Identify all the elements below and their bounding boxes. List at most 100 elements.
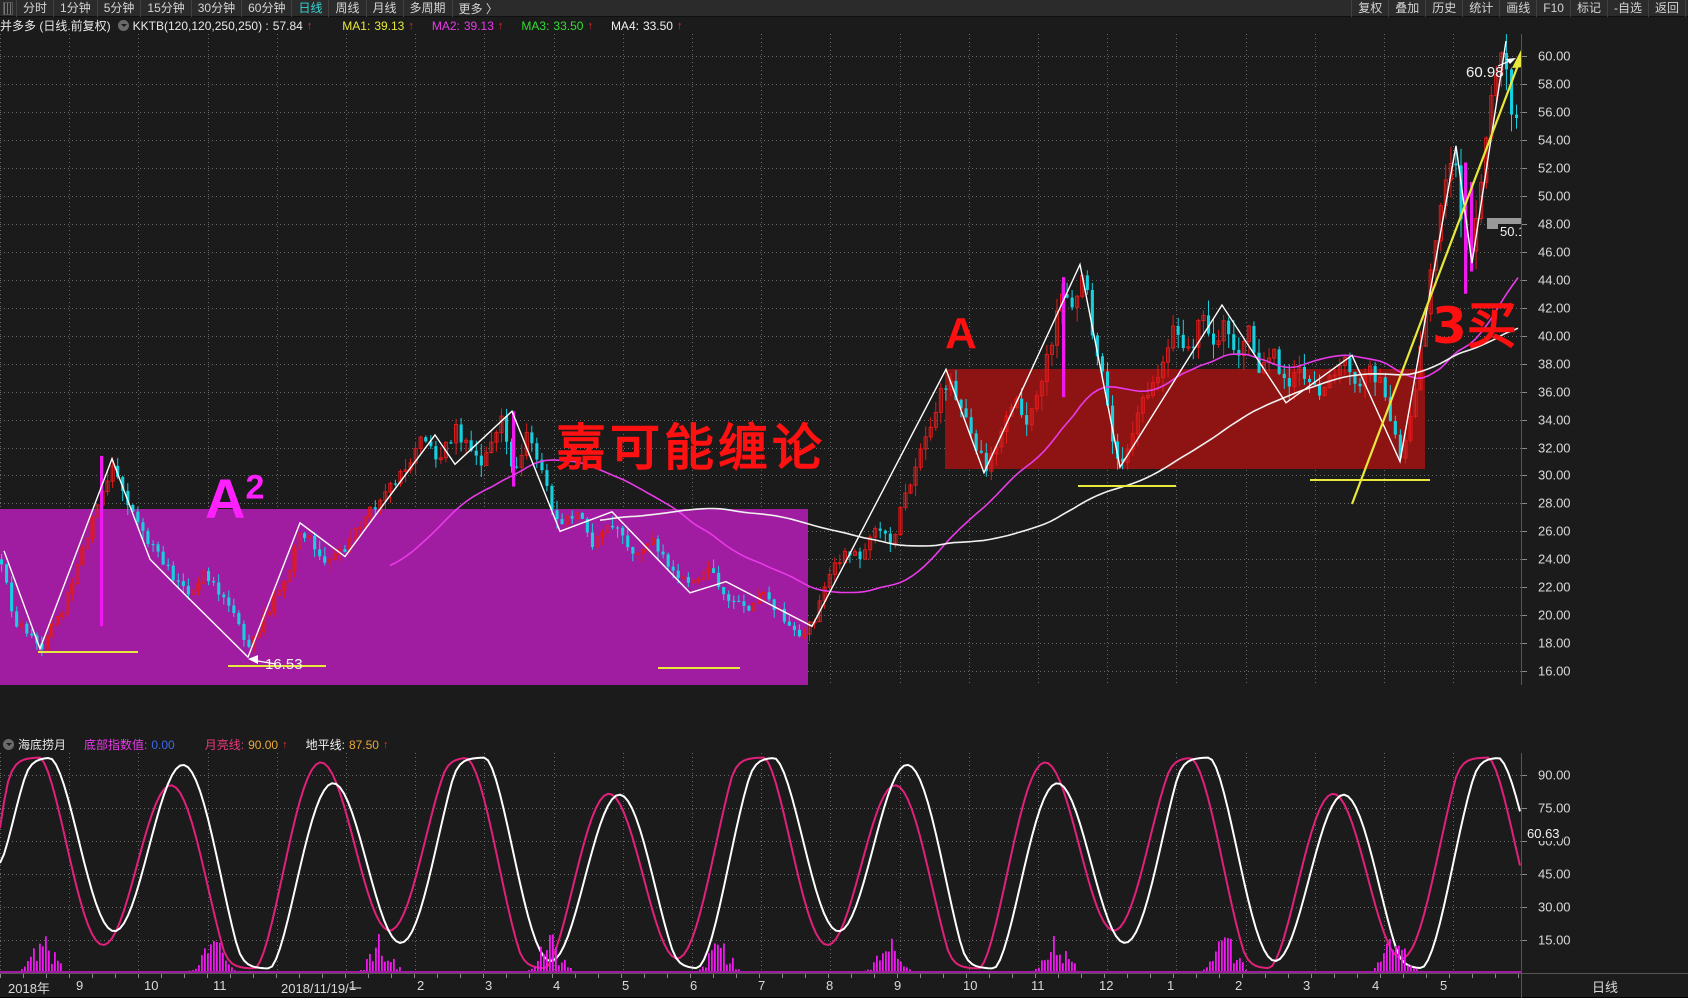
axis-tick — [1518, 974, 1519, 978]
tb-30min[interactable]: 30分钟 — [192, 0, 243, 17]
price-axis-label: 24.00 — [1538, 551, 1571, 567]
play-circle-icon[interactable] — [3, 739, 14, 750]
ma4-value: 33.50 — [642, 18, 673, 33]
tb-fenshi[interactable]: 分时 — [16, 0, 55, 17]
drag-grip-icon[interactable] — [3, 1, 13, 15]
ma3-label: MA3: — [521, 18, 550, 33]
time-axis-label: 5 — [622, 978, 630, 993]
price-axis-label: 40.00 — [1538, 328, 1571, 344]
grid-line — [0, 391, 1521, 393]
time-axis-label: 6 — [690, 978, 698, 993]
axis-tick — [276, 974, 277, 978]
indicator-axis-label: 45.00 — [1538, 866, 1571, 882]
tb-f10[interactable]: F10 — [1537, 0, 1571, 17]
grid-line — [0, 940, 1521, 941]
axis-tick — [506, 974, 507, 978]
price-axis-label: 16.00 — [1538, 663, 1571, 679]
indicator-chart-pane[interactable] — [0, 753, 1521, 973]
grid-line — [346, 34, 347, 685]
axis-tick — [46, 974, 47, 978]
axis-tick — [575, 974, 576, 978]
axis-tick — [0, 974, 1, 978]
axis-tick — [1522, 643, 1527, 645]
tb-1min[interactable]: 1分钟 — [54, 0, 98, 17]
indicator-formula[interactable]: KKTB(120,120,250,250) : — [132, 18, 269, 33]
tb-more[interactable]: 更多 〉 — [458, 1, 498, 16]
grid-line — [1038, 753, 1039, 973]
tb-multi-period[interactable]: 多周期 — [404, 0, 453, 17]
axis-tick — [1472, 974, 1473, 978]
grid-line — [0, 140, 1521, 142]
axis-tick — [184, 974, 185, 978]
horizon-line-value: 87.50 — [348, 737, 379, 752]
grid-line — [208, 34, 209, 685]
axis-tick — [1380, 974, 1381, 978]
tb-5min[interactable]: 5分钟 — [98, 0, 142, 17]
chevron-down-circle-icon[interactable] — [117, 20, 129, 31]
price-axis-label: 46.00 — [1538, 244, 1571, 260]
tb-statistics[interactable]: 统计 — [1463, 0, 1501, 17]
axis-tick — [782, 974, 783, 978]
bottom-index-value: 0.00 — [151, 737, 175, 752]
price-axis-label: 44.00 — [1538, 272, 1571, 288]
time-axis-label: 11 — [1031, 978, 1045, 993]
axis-tick — [1403, 974, 1404, 978]
axis-tick — [989, 974, 990, 978]
grid-line — [69, 34, 70, 685]
grid-line — [1246, 34, 1247, 685]
grid-line — [1315, 753, 1316, 973]
price-axis-label: 38.00 — [1538, 356, 1571, 372]
axis-tick — [1522, 251, 1527, 253]
indicator-name[interactable]: 海底捞月 — [18, 738, 67, 752]
toolbar-left-group: 分时 1分钟 5分钟 15分钟 30分钟 60分钟 日线 周线 月线 多周期 更… — [0, 0, 504, 17]
indicator-axis[interactable]: 90.00 75.00 60.00 45.00 30.00 15.00 — [1521, 753, 1688, 973]
axis-tick — [1522, 391, 1527, 393]
grid-line — [0, 874, 1521, 875]
indicator-arrow-icon: ↑ — [306, 19, 313, 32]
grid-line — [692, 34, 693, 685]
axis-tick — [690, 974, 691, 978]
tb-15min[interactable]: 15分钟 — [141, 0, 192, 17]
axis-tick — [391, 974, 392, 978]
time-axis-label: 3 — [485, 978, 493, 993]
axis-tick — [1265, 974, 1266, 978]
time-axis-label: 10 — [963, 978, 978, 993]
tb-history[interactable]: 历史 — [1426, 0, 1464, 17]
axis-tick — [874, 974, 875, 978]
axis-tick — [253, 974, 254, 978]
axis-tick — [1522, 841, 1527, 842]
grid-line — [761, 753, 762, 973]
tb-draw[interactable]: 画线 — [1500, 0, 1538, 17]
tb-adjust[interactable]: 复权 — [1351, 0, 1390, 17]
tb-back[interactable]: 返回 — [1649, 0, 1686, 17]
moon-line-label: 月亮线: — [204, 738, 245, 752]
axis-tick — [161, 974, 162, 978]
price-chart-pane[interactable]: A2 A 3买 嘉可能缠论 60.98 16.53 50.1 — [0, 34, 1521, 685]
axis-tick — [1150, 974, 1151, 978]
tb-weekly[interactable]: 周线 — [329, 0, 367, 17]
axis-tick — [1522, 335, 1527, 337]
axis-tick — [1426, 974, 1427, 978]
axis-tick — [437, 974, 438, 978]
price-axis-label: 30.00 — [1538, 467, 1571, 483]
tb-60min[interactable]: 60分钟 — [242, 0, 293, 17]
axis-tick — [1522, 419, 1527, 421]
tb-monthly[interactable]: 月线 — [367, 0, 404, 17]
time-axis[interactable]: 日线 2018年 9 10 11 2018/11/19/一 1 2 3 4 5 6 7 8 9 10 11 12… — [0, 973, 1688, 998]
price-axis[interactable]: 60.00 58.00 56.00 54.00 52.00 50.00 48.00 46.00… — [1521, 34, 1688, 685]
axis-tick — [552, 974, 553, 978]
bottom-index-label: 底部指数值: — [84, 738, 148, 752]
tb-overlay[interactable]: 叠加 — [1389, 0, 1427, 17]
tb-daily[interactable]: 日线 — [292, 0, 330, 17]
grid-line — [0, 419, 1521, 421]
grid-line — [0, 279, 1521, 281]
price-panel-header: 并多多 (日线.前复权) KKTB(120,120,250,250) : 57.… — [0, 17, 1688, 34]
tb-mark[interactable]: 标记 — [1571, 0, 1608, 17]
axis-tick — [828, 974, 829, 978]
zone-purple-center — [0, 509, 808, 685]
tb-watchlist[interactable]: -自选 — [1608, 0, 1649, 17]
axis-tick — [1311, 974, 1312, 978]
axis-tick — [621, 974, 622, 978]
grid-line — [0, 112, 1521, 114]
grid-line — [0, 475, 1521, 477]
